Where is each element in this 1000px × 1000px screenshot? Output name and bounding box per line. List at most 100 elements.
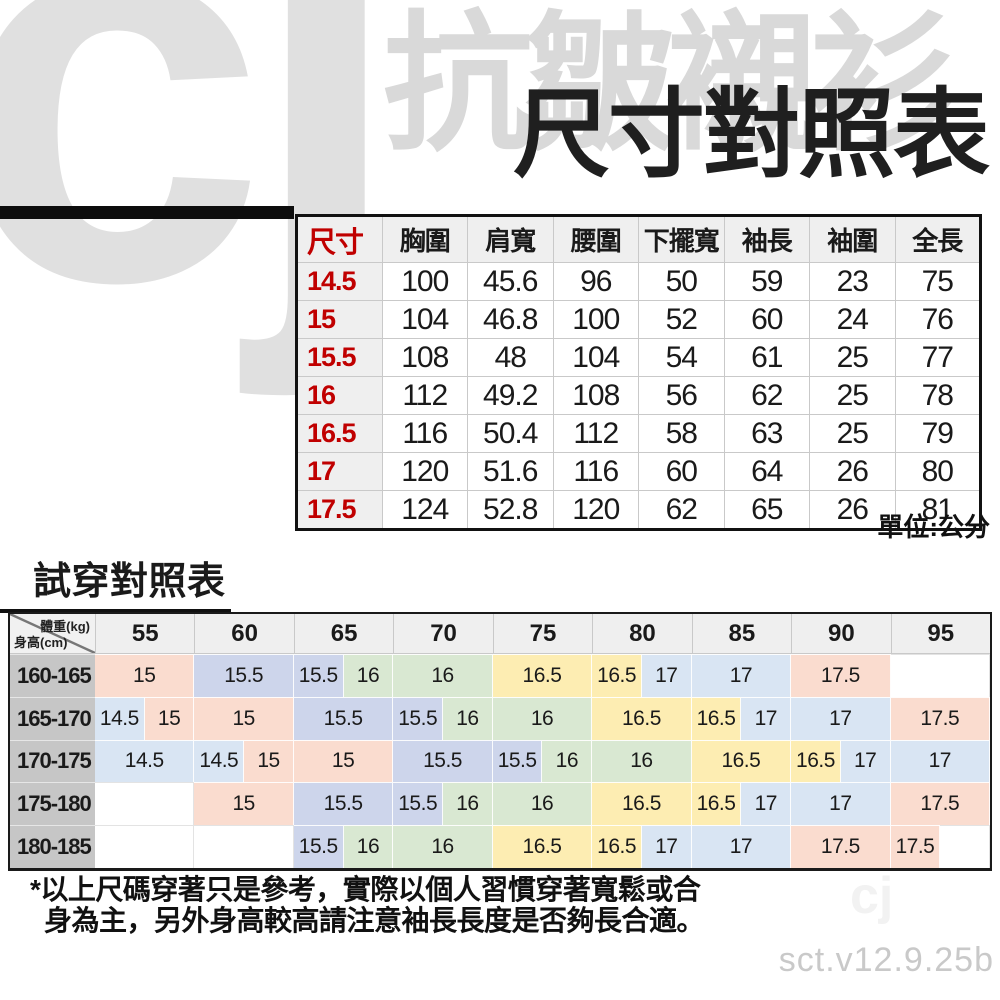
fit-cell-empty [95,782,195,826]
size-cell: 24 [809,300,896,339]
size-column-header: 袖圍 [809,215,896,263]
fit-cell: 16 [443,696,493,740]
fit-cell: 16.5 [592,825,642,868]
fit-cell: 15.5 [393,782,444,826]
size-cell: 56 [638,376,725,415]
size-cell: 77 [894,338,981,377]
size-row-label: 14.5 [296,262,383,301]
size-cell: 61 [723,338,810,377]
fit-cell: 16.5 [492,654,593,697]
weight-header-cell: 85 [691,614,792,654]
fit-table: 體重(kg) 身高(cm) 55 60 65 70 75 80 85 90 95 160-165 1… [8,612,992,871]
weight-header-cell: 60 [194,614,294,654]
fit-cell: 17 [741,782,792,826]
fit-cell: 16 [393,654,493,697]
size-table-row: 17 120 51.6 116 60 64 26 80 [296,452,981,491]
corner-height-label: 身高(cm) [14,635,68,650]
size-cell: 45.6 [467,262,554,301]
weight-header-cell: 55 [95,614,195,654]
size-cell: 25 [809,338,896,377]
size-column-header: 全長 [894,215,981,263]
fit-cell: 17 [691,654,792,697]
fit-cell: 17 [741,696,792,740]
size-cell: 108 [381,338,468,377]
fit-cell: 17 [641,825,692,868]
fit-cell: 15.5 [293,696,394,740]
fit-cell: 17 [890,739,990,783]
fit-cell-empty [940,825,990,868]
size-cell: 25 [809,414,896,453]
size-table-row: 15 104 46.8 100 52 60 24 76 [296,300,981,339]
fit-cell: 16 [492,696,593,740]
size-table-row: 16 112 49.2 108 56 62 25 78 [296,376,981,415]
size-table-row: 15.5 108 48 104 54 61 25 77 [296,338,981,377]
size-cell: 100 [552,300,639,339]
size-cell: 60 [723,300,810,339]
size-cell: 63 [723,414,810,453]
fit-cell: 15.5 [393,739,493,783]
footnote-line-1: *以上尺碼穿著只是參考，實際以個人習慣穿著寬鬆或合 [30,874,701,905]
fit-cell: 16.5 [691,696,742,740]
size-column-header: 袖長 [723,215,810,263]
size-table-body: 14.5 100 45.6 96 50 59 23 75 15 104 46.8 100 52 60 24 7… [296,262,981,530]
size-column-header: 下擺寬 [638,215,725,263]
size-table-row: 14.5 100 45.6 96 50 59 23 75 [296,262,981,301]
fit-cell: 17.5 [890,782,990,826]
size-row-label: 16.5 [296,414,383,453]
size-cell: 51.6 [467,452,554,491]
fit-cell: 15 [244,739,294,783]
fit-cell: 16 [443,782,493,826]
size-cell: 23 [809,262,896,301]
footnote-line-2: 身為主，另外身高較高請注意袖長長度是否夠長合適。 [44,905,705,936]
size-cell: 81 [894,490,981,530]
size-row-label: 15.5 [296,338,383,377]
size-cell: 116 [552,452,639,491]
size-cell: 112 [552,414,639,453]
size-table: 尺寸 胸圍 肩寬 腰圍 下擺寬 袖長 袖圍 全長 14.5 100 45.6 96 50 59 23 75 1… [295,214,982,531]
fit-cell: 15.5 [194,654,294,697]
size-cell: 100 [381,262,468,301]
size-cell: 26 [809,452,896,491]
fit-cell: 15.5 [293,782,394,826]
size-cell: 104 [381,300,468,339]
fit-cell: 15.5 [492,739,543,783]
weight-header-cell: 75 [492,614,593,654]
fit-cell: 17.5 [890,696,990,740]
size-cell: 50 [638,262,725,301]
fit-cell: 17 [791,696,891,740]
fit-cell: 15 [194,696,294,740]
size-cell: 25 [809,376,896,415]
fit-cell: 17.5 [791,825,891,868]
page-title: 尺寸對照表 [513,80,990,189]
fit-cell: 16 [343,654,394,697]
size-cell: 50.4 [467,414,554,453]
size-table-row: 16.5 116 50.4 112 58 63 25 79 [296,414,981,453]
diagonal-line [10,614,95,653]
height-row-label: 165-170 [10,696,95,740]
fit-cell: 15 [194,782,294,826]
fit-title-underline: 試穿對照表 [0,550,231,613]
fit-cell: 16 [393,825,493,868]
height-row-label: 175-180 [10,782,95,826]
weight-header-cell: 95 [890,614,990,654]
fit-cell: 17.5 [791,654,891,697]
size-cell: 65 [723,490,810,530]
weight-header-cell: 90 [791,614,891,654]
fit-cell: 15.5 [393,696,444,740]
faint-cj-logo: cj [850,867,894,925]
fit-cell: 17 [840,739,891,783]
size-table-head: 尺寸 胸圍 肩寬 腰圍 下擺寬 袖長 袖圍 全長 [296,215,981,263]
fit-cell: 17.5 [890,825,941,868]
size-cell: 112 [381,376,468,415]
fit-cell: 16 [343,825,394,868]
version-text: sct.v12.9.25b [778,941,994,979]
size-cell: 62 [638,490,725,530]
fit-cell: 14.5 [194,739,245,783]
weight-header-cell: 65 [293,614,394,654]
size-cell: 52.8 [467,490,554,530]
size-cell: 108 [552,376,639,415]
fit-cell: 16 [542,739,593,783]
size-column-header: 胸圍 [381,215,468,263]
fit-cell: 16.5 [592,654,642,697]
fit-cell: 15.5 [293,654,344,697]
